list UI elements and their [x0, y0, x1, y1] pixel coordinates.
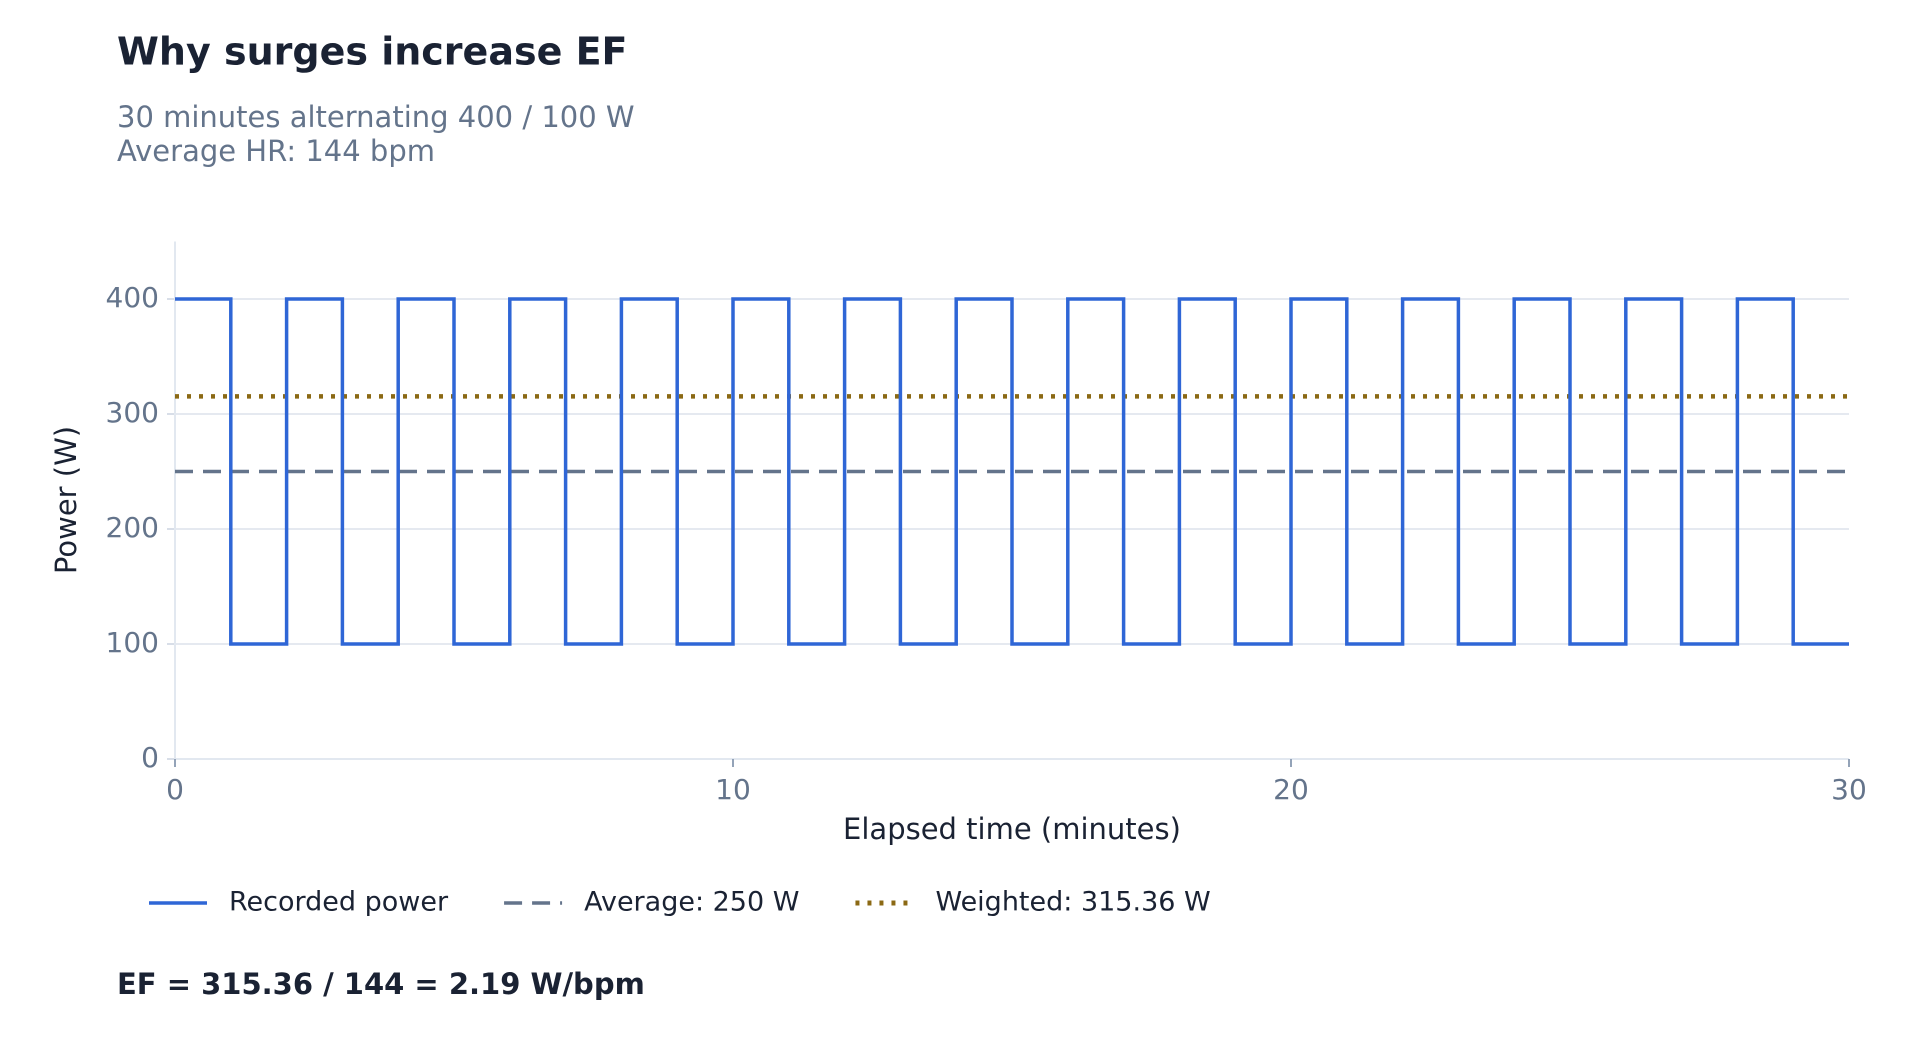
chart-subtitle: 30 minutes alternating 400 / 100 W: [117, 100, 635, 134]
legend-label: Weighted: 315.36 W: [935, 887, 1210, 918]
y-tick-label: 300: [106, 396, 159, 429]
y-tick-label: 0: [141, 741, 159, 774]
y-tick-label: 200: [106, 511, 159, 544]
x-tick-label: 0: [166, 773, 184, 806]
y-tick-label: 400: [106, 281, 159, 314]
legend-label: Recorded power: [229, 887, 449, 918]
power-line: [175, 297, 1849, 646]
chart-subtitle: Average HR: 144 bpm: [117, 134, 435, 168]
x-axis-label: Elapsed time (minutes): [843, 812, 1181, 846]
legend-label: Average: 250 W: [584, 887, 799, 918]
y-axis-label: Power (W): [49, 426, 83, 574]
x-tick-label: 30: [1831, 773, 1867, 806]
y-tick-label: 100: [106, 626, 159, 659]
x-tick-label: 20: [1273, 773, 1309, 806]
x-tick-label: 10: [715, 773, 751, 806]
chart-title: Why surges increase EF: [117, 30, 628, 74]
annotation: EF = 315.36 / 144 = 2.19 W/bpm: [117, 967, 645, 1001]
